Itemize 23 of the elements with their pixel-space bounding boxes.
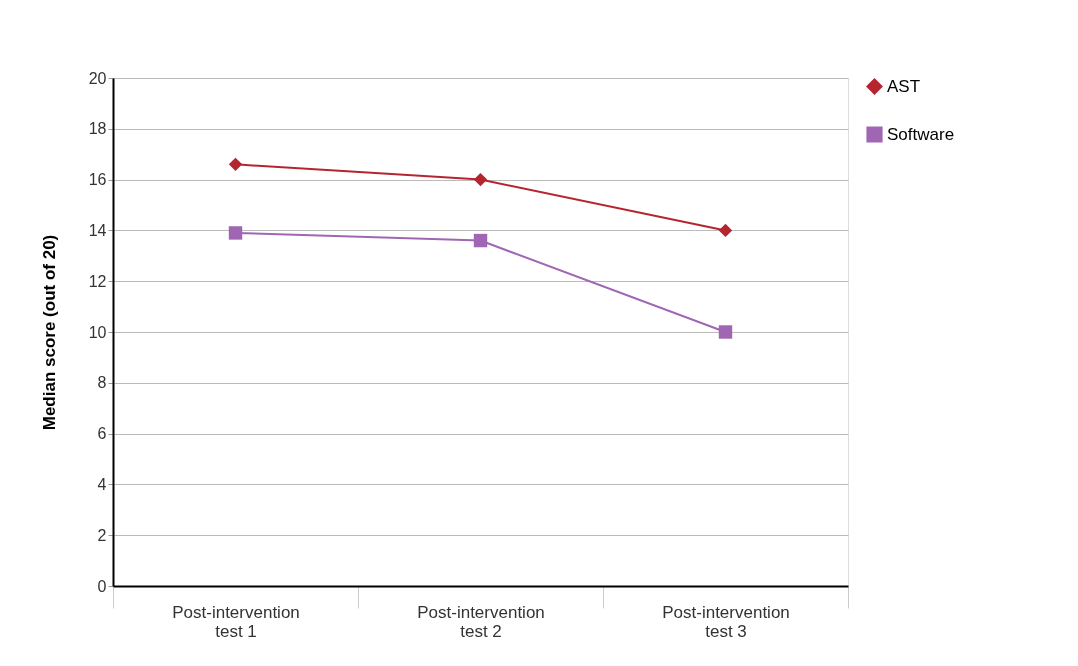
legend-label: Software — [887, 124, 955, 144]
y-tick-label: 4 — [97, 475, 107, 493]
point — [473, 233, 488, 248]
legend-label: AST — [887, 76, 921, 96]
point — [228, 226, 243, 240]
y-tick-label: 8 — [97, 374, 107, 392]
y-tick-label: 0 — [97, 577, 107, 595]
point — [473, 172, 488, 187]
x-tick-label: Post-intervention test 3 — [662, 602, 790, 641]
y-tick-label: 20 — [88, 69, 107, 87]
point — [718, 325, 733, 339]
x-tick-label: Post-intervention test 1 — [172, 602, 300, 641]
y-tick-label: 14 — [88, 221, 107, 239]
y-tick-label: 18 — [88, 120, 107, 138]
y-tick-label: 12 — [88, 272, 107, 290]
y-tick-label: 2 — [97, 526, 107, 544]
y-tick-label: 6 — [97, 425, 107, 443]
y-tick-label: 16 — [88, 171, 107, 189]
x-tick-label: Post-intervention test 2 — [417, 602, 545, 641]
y-axis-title: Median score (out of 20) — [39, 234, 59, 431]
point — [718, 223, 733, 238]
point — [228, 157, 243, 172]
y-tick-label: 10 — [88, 323, 107, 341]
